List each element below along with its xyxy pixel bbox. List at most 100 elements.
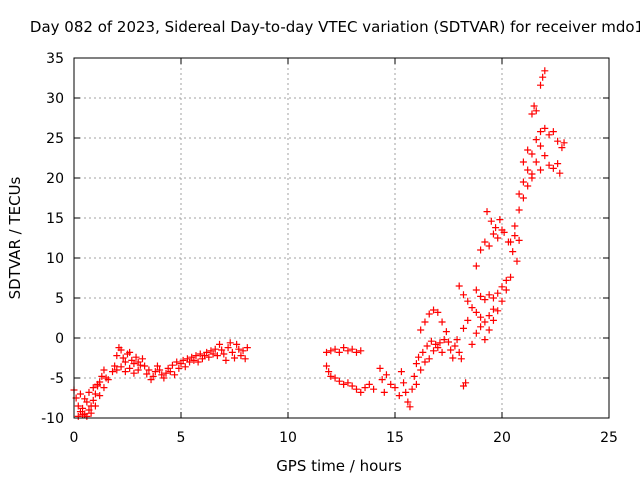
data-point xyxy=(489,316,497,324)
data-point xyxy=(335,377,343,385)
data-point xyxy=(451,342,459,350)
data-point xyxy=(241,355,249,363)
data-point xyxy=(111,362,119,370)
x-tick-label: 10 xyxy=(279,430,297,446)
data-point xyxy=(507,238,515,246)
data-point xyxy=(558,144,566,152)
data-point xyxy=(156,366,164,374)
data-point xyxy=(515,190,523,198)
data-point xyxy=(477,313,485,321)
axis-ticks: 0 5 10 15 20 25 -10 -5 0 5 10 15 20 25 30 35 xyxy=(41,51,618,446)
data-point xyxy=(530,102,538,110)
data-point xyxy=(513,257,521,265)
data-point xyxy=(361,384,369,392)
data-point xyxy=(438,348,446,356)
data-point xyxy=(228,348,236,356)
data-point xyxy=(421,358,429,366)
data-point xyxy=(79,404,87,412)
data-point xyxy=(352,385,360,393)
data-point xyxy=(87,409,95,417)
y-tick-label: 0 xyxy=(55,331,64,347)
data-point xyxy=(138,355,146,363)
data-point xyxy=(496,216,504,224)
data-point xyxy=(410,372,418,380)
data-point xyxy=(489,294,497,302)
data-point xyxy=(109,368,117,376)
data-point xyxy=(235,345,243,353)
data-point xyxy=(348,382,356,390)
y-tick-label: -5 xyxy=(50,371,64,387)
data-point xyxy=(113,352,121,360)
data-point xyxy=(151,368,159,376)
data-point xyxy=(132,353,140,361)
data-point xyxy=(481,336,489,344)
data-point xyxy=(481,318,489,326)
data-point xyxy=(104,376,112,384)
data-point xyxy=(472,329,480,337)
data-point xyxy=(121,368,129,376)
data-point xyxy=(556,169,564,177)
data-point xyxy=(498,297,506,305)
data-point xyxy=(134,366,142,374)
data-point xyxy=(327,372,335,380)
data-point xyxy=(472,286,480,294)
data-point xyxy=(220,350,228,358)
data-points xyxy=(70,67,568,420)
data-point xyxy=(136,361,144,369)
data-point xyxy=(83,412,91,420)
data-point xyxy=(537,166,545,174)
data-point xyxy=(117,363,125,371)
data-point xyxy=(445,338,452,346)
data-point xyxy=(532,158,540,166)
data-point xyxy=(81,395,89,403)
data-point xyxy=(171,371,179,379)
data-point xyxy=(430,347,438,355)
data-point xyxy=(231,354,238,362)
data-point xyxy=(537,128,545,136)
data-point xyxy=(500,228,508,236)
data-point xyxy=(100,384,108,392)
data-point xyxy=(181,363,189,371)
data-point xyxy=(357,347,365,355)
data-point xyxy=(153,362,161,370)
data-point xyxy=(412,380,420,388)
data-point xyxy=(494,234,502,242)
data-point xyxy=(91,402,99,410)
data-point xyxy=(404,398,412,406)
data-point xyxy=(532,107,540,115)
data-point xyxy=(357,388,365,396)
data-point xyxy=(226,339,234,347)
data-point xyxy=(541,67,549,75)
data-point xyxy=(130,360,138,368)
data-point xyxy=(515,206,523,214)
data-point xyxy=(119,354,127,362)
data-point xyxy=(85,388,93,396)
x-tick-label: 5 xyxy=(177,430,186,446)
data-point xyxy=(402,388,410,396)
data-point xyxy=(455,282,463,290)
data-point xyxy=(545,161,553,169)
data-point xyxy=(515,236,523,244)
data-point xyxy=(96,392,104,400)
data-point xyxy=(519,194,527,202)
data-point xyxy=(192,352,200,360)
data-point xyxy=(130,369,138,377)
data-point xyxy=(528,150,536,158)
data-point xyxy=(162,369,170,377)
data-point xyxy=(549,128,557,136)
data-point xyxy=(419,348,427,356)
data-point xyxy=(218,346,226,354)
data-point xyxy=(453,336,461,344)
data-point xyxy=(554,137,562,145)
data-point xyxy=(459,324,467,332)
data-point xyxy=(492,224,500,232)
data-point xyxy=(472,308,480,316)
data-point xyxy=(186,358,194,366)
data-point xyxy=(335,348,343,356)
data-point xyxy=(380,388,388,396)
data-point xyxy=(498,283,506,291)
data-point xyxy=(472,262,480,270)
data-point xyxy=(141,362,149,370)
data-point xyxy=(537,81,545,89)
data-point xyxy=(549,164,557,172)
